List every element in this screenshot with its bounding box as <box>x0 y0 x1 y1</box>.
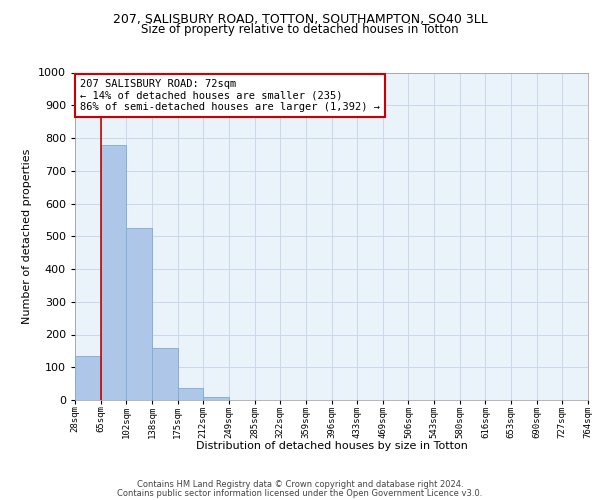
Text: Size of property relative to detached houses in Totton: Size of property relative to detached ho… <box>141 22 459 36</box>
Bar <box>152 348 178 400</box>
X-axis label: Distribution of detached houses by size in Totton: Distribution of detached houses by size … <box>196 440 467 450</box>
Text: 207, SALISBURY ROAD, TOTTON, SOUTHAMPTON, SO40 3LL: 207, SALISBURY ROAD, TOTTON, SOUTHAMPTON… <box>113 12 487 26</box>
Bar <box>101 145 127 400</box>
Bar <box>75 356 101 400</box>
Text: 207 SALISBURY ROAD: 72sqm
← 14% of detached houses are smaller (235)
86% of semi: 207 SALISBURY ROAD: 72sqm ← 14% of detac… <box>80 79 380 112</box>
Bar <box>178 388 203 400</box>
Bar <box>127 228 152 400</box>
Bar <box>203 396 229 400</box>
Text: Contains HM Land Registry data © Crown copyright and database right 2024.: Contains HM Land Registry data © Crown c… <box>137 480 463 489</box>
Text: Contains public sector information licensed under the Open Government Licence v3: Contains public sector information licen… <box>118 488 482 498</box>
Y-axis label: Number of detached properties: Number of detached properties <box>22 148 32 324</box>
